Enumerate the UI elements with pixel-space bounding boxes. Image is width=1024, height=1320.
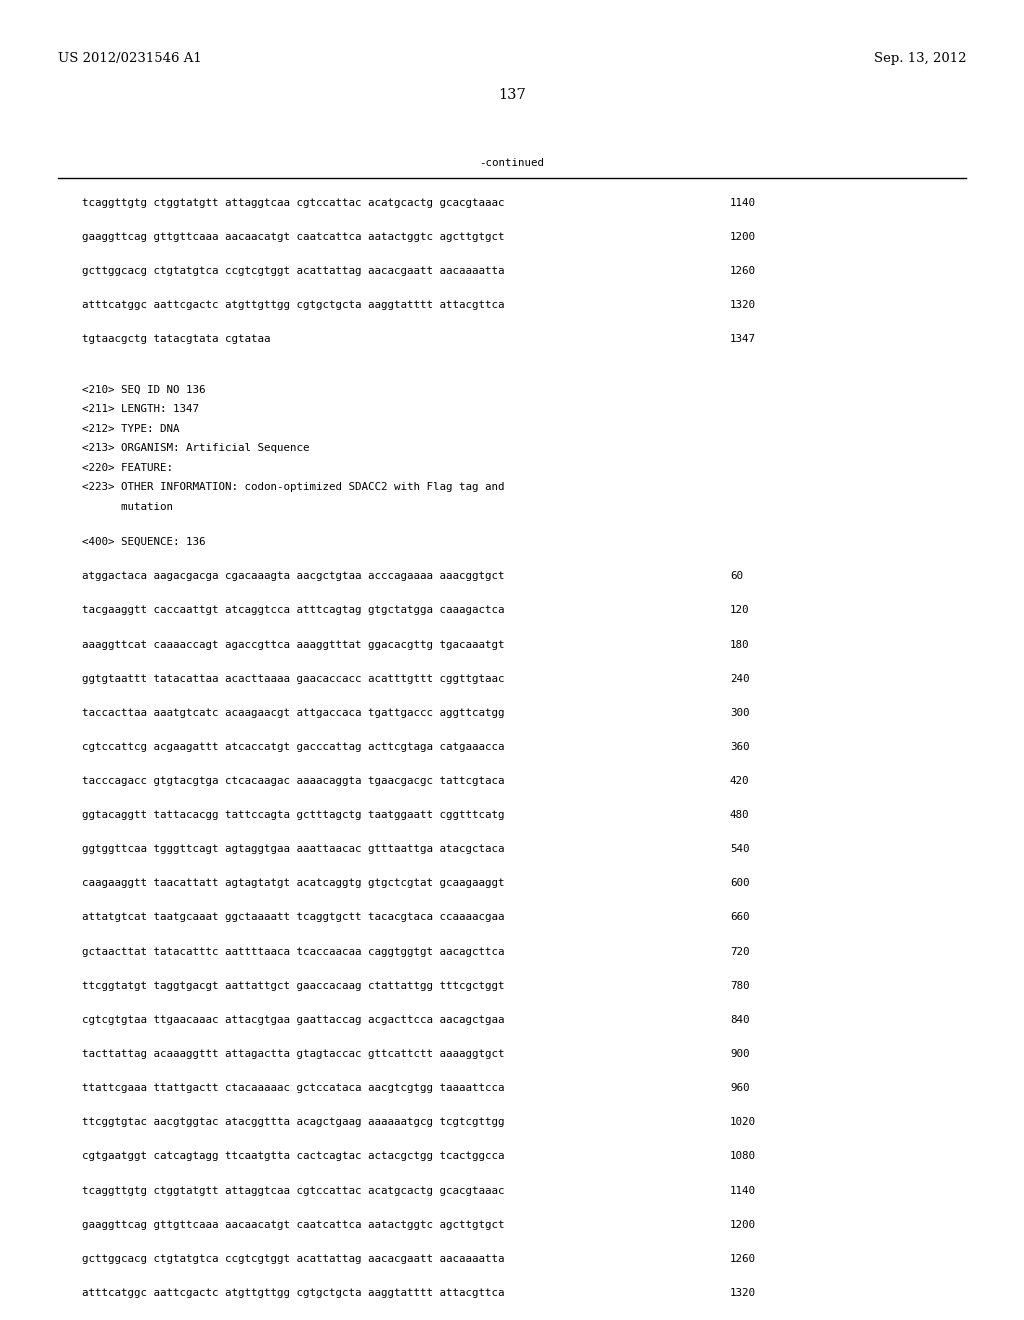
- Text: 1080: 1080: [730, 1151, 756, 1162]
- Text: 60: 60: [730, 572, 743, 581]
- Text: attatgtcat taatgcaaat ggctaaaatt tcaggtgctt tacacgtaca ccaaaacgaa: attatgtcat taatgcaaat ggctaaaatt tcaggtg…: [82, 912, 505, 923]
- Text: atggactaca aagacgacga cgacaaagta aacgctgtaa acccagaaaa aaacggtgct: atggactaca aagacgacga cgacaaagta aacgctg…: [82, 572, 505, 581]
- Text: cgtccattcg acgaagattt atcaccatgt gacccattag acttcgtaga catgaaacca: cgtccattcg acgaagattt atcaccatgt gacccat…: [82, 742, 505, 752]
- Text: 960: 960: [730, 1084, 750, 1093]
- Text: ttcggtgtac aacgtggtac atacggttta acagctgaag aaaaaatgcg tcgtcgttgg: ttcggtgtac aacgtggtac atacggttta acagctg…: [82, 1117, 505, 1127]
- Text: 720: 720: [730, 946, 750, 957]
- Text: -continued: -continued: [479, 158, 545, 168]
- Text: 600: 600: [730, 878, 750, 888]
- Text: <213> ORGANISM: Artificial Sequence: <213> ORGANISM: Artificial Sequence: [82, 444, 309, 453]
- Text: 420: 420: [730, 776, 750, 785]
- Text: 1020: 1020: [730, 1117, 756, 1127]
- Text: atttcatggc aattcgactc atgttgttgg cgtgctgcta aaggtatttt attacgttca: atttcatggc aattcgactc atgttgttgg cgtgctg…: [82, 1288, 505, 1298]
- Text: 1140: 1140: [730, 198, 756, 209]
- Text: <400> SEQUENCE: 136: <400> SEQUENCE: 136: [82, 537, 206, 546]
- Text: 240: 240: [730, 673, 750, 684]
- Text: <210> SEQ ID NO 136: <210> SEQ ID NO 136: [82, 384, 206, 395]
- Text: tgtaacgctg tatacgtata cgtataa: tgtaacgctg tatacgtata cgtataa: [82, 334, 270, 345]
- Text: <220> FEATURE:: <220> FEATURE:: [82, 462, 173, 473]
- Text: 1200: 1200: [730, 1220, 756, 1230]
- Text: 660: 660: [730, 912, 750, 923]
- Text: <211> LENGTH: 1347: <211> LENGTH: 1347: [82, 404, 199, 414]
- Text: ttcggtatgt taggtgacgt aattattgct gaaccacaag ctattattgg tttcgctggt: ttcggtatgt taggtgacgt aattattgct gaaccac…: [82, 981, 505, 991]
- Text: ttattcgaaa ttattgactt ctacaaaaac gctccataca aacgtcgtgg taaaattcca: ttattcgaaa ttattgactt ctacaaaaac gctccat…: [82, 1084, 505, 1093]
- Text: 780: 780: [730, 981, 750, 991]
- Text: tacgaaggtt caccaattgt atcaggtcca atttcagtag gtgctatgga caaagactca: tacgaaggtt caccaattgt atcaggtcca atttcag…: [82, 606, 505, 615]
- Text: taccacttaa aaatgtcatc acaagaacgt attgaccaca tgattgaccc aggttcatgg: taccacttaa aaatgtcatc acaagaacgt attgacc…: [82, 708, 505, 718]
- Text: 1200: 1200: [730, 232, 756, 242]
- Text: tcaggttgtg ctggtatgtt attaggtcaa cgtccattac acatgcactg gcacgtaaac: tcaggttgtg ctggtatgtt attaggtcaa cgtccat…: [82, 1185, 505, 1196]
- Text: atttcatggc aattcgactc atgttgttgg cgtgctgcta aaggtatttt attacgttca: atttcatggc aattcgactc atgttgttgg cgtgctg…: [82, 301, 505, 310]
- Text: 180: 180: [730, 639, 750, 649]
- Text: 120: 120: [730, 606, 750, 615]
- Text: 360: 360: [730, 742, 750, 752]
- Text: gcttggcacg ctgtatgtca ccgtcgtggt acattattag aacacgaatt aacaaaatta: gcttggcacg ctgtatgtca ccgtcgtggt acattat…: [82, 267, 505, 276]
- Text: ggtgtaattt tatacattaa acacttaaaa gaacaccacc acatttgttt cggttgtaac: ggtgtaattt tatacattaa acacttaaaa gaacacc…: [82, 673, 505, 684]
- Text: <212> TYPE: DNA: <212> TYPE: DNA: [82, 424, 179, 434]
- Text: 540: 540: [730, 845, 750, 854]
- Text: aaaggttcat caaaaccagt agaccgttca aaaggtttat ggacacgttg tgacaaatgt: aaaggttcat caaaaccagt agaccgttca aaaggtt…: [82, 639, 505, 649]
- Text: 300: 300: [730, 708, 750, 718]
- Text: gaaggttcag gttgttcaaa aacaacatgt caatcattca aatactggtc agcttgtgct: gaaggttcag gttgttcaaa aacaacatgt caatcat…: [82, 1220, 505, 1230]
- Text: tacccagacc gtgtacgtga ctcacaagac aaaacaggta tgaacgacgc tattcgtaca: tacccagacc gtgtacgtga ctcacaagac aaaacag…: [82, 776, 505, 785]
- Text: 480: 480: [730, 810, 750, 820]
- Text: gcttggcacg ctgtatgtca ccgtcgtggt acattattag aacacgaatt aacaaaatta: gcttggcacg ctgtatgtca ccgtcgtggt acattat…: [82, 1254, 505, 1263]
- Text: Sep. 13, 2012: Sep. 13, 2012: [873, 51, 966, 65]
- Text: tacttattag acaaaggttt attagactta gtagtaccac gttcattctt aaaaggtgct: tacttattag acaaaggttt attagactta gtagtac…: [82, 1049, 505, 1059]
- Text: gctaacttat tatacatttc aattttaaca tcaccaacaa caggtggtgt aacagcttca: gctaacttat tatacatttc aattttaaca tcaccaa…: [82, 946, 505, 957]
- Text: 1140: 1140: [730, 1185, 756, 1196]
- Text: mutation: mutation: [82, 502, 173, 512]
- Text: tcaggttgtg ctggtatgtt attaggtcaa cgtccattac acatgcactg gcacgtaaac: tcaggttgtg ctggtatgtt attaggtcaa cgtccat…: [82, 198, 505, 209]
- Text: 840: 840: [730, 1015, 750, 1024]
- Text: cgtgaatggt catcagtagg ttcaatgtta cactcagtac actacgctgg tcactggcca: cgtgaatggt catcagtagg ttcaatgtta cactcag…: [82, 1151, 505, 1162]
- Text: ggtacaggtt tattacacgg tattccagta gctttagctg taatggaatt cggtttcatg: ggtacaggtt tattacacgg tattccagta gctttag…: [82, 810, 505, 820]
- Text: 900: 900: [730, 1049, 750, 1059]
- Text: <223> OTHER INFORMATION: codon-optimized SDACC2 with Flag tag and: <223> OTHER INFORMATION: codon-optimized…: [82, 482, 505, 492]
- Text: 1260: 1260: [730, 1254, 756, 1263]
- Text: 1320: 1320: [730, 301, 756, 310]
- Text: gaaggttcag gttgttcaaa aacaacatgt caatcattca aatactggtc agcttgtgct: gaaggttcag gttgttcaaa aacaacatgt caatcat…: [82, 232, 505, 242]
- Text: 1347: 1347: [730, 334, 756, 345]
- Text: 1320: 1320: [730, 1288, 756, 1298]
- Text: ggtggttcaa tgggttcagt agtaggtgaa aaattaacac gtttaattga atacgctaca: ggtggttcaa tgggttcagt agtaggtgaa aaattaa…: [82, 845, 505, 854]
- Text: 137: 137: [498, 88, 526, 102]
- Text: 1260: 1260: [730, 267, 756, 276]
- Text: cgtcgtgtaa ttgaacaaac attacgtgaa gaattaccag acgacttcca aacagctgaa: cgtcgtgtaa ttgaacaaac attacgtgaa gaattac…: [82, 1015, 505, 1024]
- Text: caagaaggtt taacattatt agtagtatgt acatcaggtg gtgctcgtat gcaagaaggt: caagaaggtt taacattatt agtagtatgt acatcag…: [82, 878, 505, 888]
- Text: US 2012/0231546 A1: US 2012/0231546 A1: [58, 51, 202, 65]
